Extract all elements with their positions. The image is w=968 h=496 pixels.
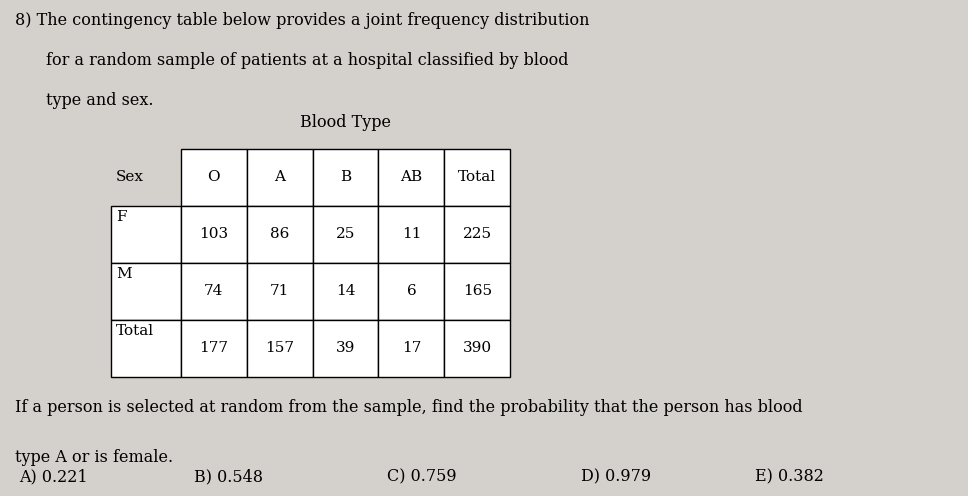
Text: Sex: Sex (116, 170, 144, 185)
Text: 11: 11 (402, 227, 421, 242)
Text: A) 0.221: A) 0.221 (19, 469, 88, 486)
Bar (181, 206, 247, 263)
Text: If a person is selected at random from the sample, find the probability that the: If a person is selected at random from t… (15, 399, 802, 416)
Text: type and sex.: type and sex. (46, 92, 154, 109)
Text: 157: 157 (265, 341, 294, 356)
Text: 71: 71 (270, 284, 289, 299)
Text: C) 0.759: C) 0.759 (387, 469, 457, 486)
Bar (111, 263, 181, 320)
Bar (247, 149, 313, 206)
Bar (378, 149, 444, 206)
Bar (313, 263, 378, 320)
Bar (378, 206, 444, 263)
Text: O: O (207, 170, 221, 185)
Text: 74: 74 (204, 284, 224, 299)
Text: E) 0.382: E) 0.382 (755, 469, 824, 486)
Bar (444, 206, 510, 263)
Text: B: B (340, 170, 351, 185)
Text: type A or is female.: type A or is female. (15, 449, 172, 466)
Text: Total: Total (116, 324, 154, 338)
Bar (444, 320, 510, 377)
Bar (181, 320, 247, 377)
Text: 103: 103 (199, 227, 228, 242)
Text: 177: 177 (199, 341, 228, 356)
Bar (111, 320, 181, 377)
Bar (378, 320, 444, 377)
Text: 86: 86 (270, 227, 289, 242)
Text: 8) The contingency table below provides a joint frequency distribution: 8) The contingency table below provides … (15, 12, 589, 29)
Text: Total: Total (458, 170, 497, 185)
Text: for a random sample of patients at a hospital classified by blood: for a random sample of patients at a hos… (46, 52, 569, 69)
Text: 25: 25 (336, 227, 355, 242)
Bar (181, 149, 247, 206)
Bar (313, 206, 378, 263)
Text: 17: 17 (402, 341, 421, 356)
Text: 165: 165 (463, 284, 492, 299)
Bar (247, 320, 313, 377)
Text: 6: 6 (407, 284, 416, 299)
Text: Blood Type: Blood Type (300, 115, 391, 131)
Text: F: F (116, 210, 127, 224)
Bar (378, 263, 444, 320)
Bar (247, 263, 313, 320)
Text: 39: 39 (336, 341, 355, 356)
Bar (111, 206, 181, 263)
Text: M: M (116, 267, 132, 281)
Text: 14: 14 (336, 284, 355, 299)
Text: A: A (274, 170, 286, 185)
Bar (444, 263, 510, 320)
Text: B) 0.548: B) 0.548 (194, 469, 262, 486)
Bar (313, 320, 378, 377)
Bar (444, 149, 510, 206)
Bar (247, 206, 313, 263)
Text: 390: 390 (463, 341, 492, 356)
Text: D) 0.979: D) 0.979 (581, 469, 650, 486)
Bar (313, 149, 378, 206)
Bar (181, 263, 247, 320)
Text: 225: 225 (463, 227, 492, 242)
Text: AB: AB (401, 170, 422, 185)
